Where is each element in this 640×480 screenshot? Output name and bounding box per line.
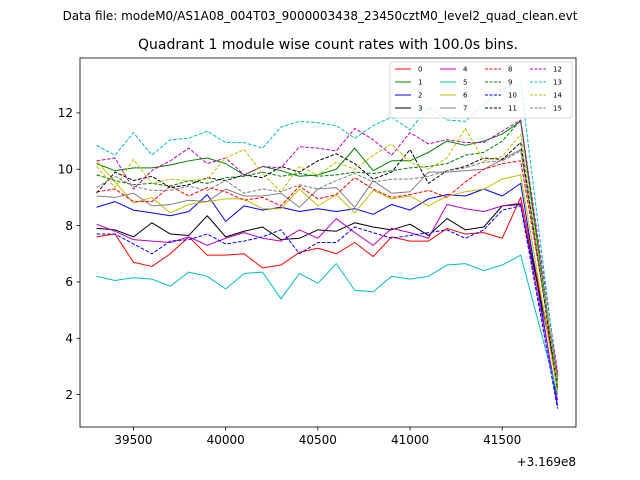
legend-item-0: 0 — [395, 66, 422, 74]
x-tick-label: 39500 — [114, 433, 152, 447]
legend-item-13: 13 — [530, 79, 562, 87]
plot-lines — [96, 82, 559, 409]
series-line-8 — [96, 160, 559, 375]
series-line-12 — [96, 119, 559, 373]
legend-item-8: 8 — [485, 66, 512, 74]
legend-item-12: 12 — [530, 66, 562, 74]
y-tick-label: 8 — [65, 219, 73, 233]
legend-item-14: 14 — [530, 92, 562, 100]
legend-item-11: 11 — [485, 105, 517, 113]
series-line-10 — [96, 205, 559, 409]
legend-label: 11 — [508, 105, 517, 113]
legend-label: 0 — [418, 66, 422, 74]
y-tick-label: 6 — [65, 275, 73, 289]
x-axis-ticks: 39500 40000 40500 41000 41500 — [114, 427, 521, 447]
series-line-6 — [96, 160, 559, 392]
legend-item-1: 1 — [395, 79, 422, 87]
legend-label: 9 — [508, 79, 512, 87]
x-axis-offset-label: +3.169e8 — [517, 455, 576, 469]
legend-item-5: 5 — [440, 79, 467, 87]
legend-item-3: 3 — [395, 105, 422, 113]
legend-box — [389, 61, 573, 119]
axes-frame — [79, 57, 577, 428]
y-tick-label: 10 — [58, 163, 73, 177]
legend-label: 2 — [418, 92, 422, 100]
series-line-5 — [96, 254, 559, 395]
x-tick-label: 41000 — [391, 433, 429, 447]
legend-label: 14 — [553, 92, 562, 100]
series-line-11 — [96, 142, 559, 390]
legend-label: 15 — [553, 105, 562, 113]
x-tick-label: 41500 — [483, 433, 521, 447]
legend-label: 6 — [463, 92, 468, 100]
legend-label: 12 — [553, 66, 562, 74]
legend-label: 13 — [553, 79, 562, 87]
series-line-0 — [96, 196, 559, 378]
legend-label: 8 — [508, 66, 512, 74]
legend-label: 10 — [508, 92, 517, 100]
legend-item-10: 10 — [485, 92, 517, 100]
series-line-14 — [96, 127, 559, 387]
legend-label: 4 — [463, 66, 468, 74]
series-line-2 — [96, 182, 559, 406]
chart-suptitle: Data file: modeM0/AS1A08_004T03_90000034… — [63, 9, 578, 23]
legend-label: 5 — [463, 79, 467, 87]
legend-label: 3 — [418, 105, 422, 113]
y-tick-label: 12 — [58, 106, 73, 120]
legend-item-4: 4 — [440, 66, 468, 74]
y-tick-label: 2 — [65, 388, 73, 402]
legend-label: 7 — [463, 105, 467, 113]
series-line-3 — [96, 203, 559, 381]
legend-label: 1 — [418, 79, 422, 87]
series-line-15 — [96, 150, 559, 378]
legend-item-7: 7 — [440, 105, 467, 113]
x-tick-label: 40500 — [299, 433, 337, 447]
series-line-7 — [96, 149, 559, 384]
legend-item-2: 2 — [395, 92, 422, 100]
legend-item-6: 6 — [440, 92, 468, 100]
chart-title: Quadrant 1 module wise count rates with … — [138, 37, 518, 53]
series-line-13 — [96, 82, 559, 381]
series-line-4 — [96, 202, 559, 401]
legend-item-15: 15 — [530, 105, 562, 113]
y-tick-label: 4 — [65, 332, 73, 346]
legend-item-9: 9 — [485, 79, 512, 87]
x-tick-label: 40000 — [207, 433, 245, 447]
series-line-9 — [96, 119, 559, 387]
y-axis-ticks: 2 4 6 8 10 12 — [58, 106, 80, 402]
